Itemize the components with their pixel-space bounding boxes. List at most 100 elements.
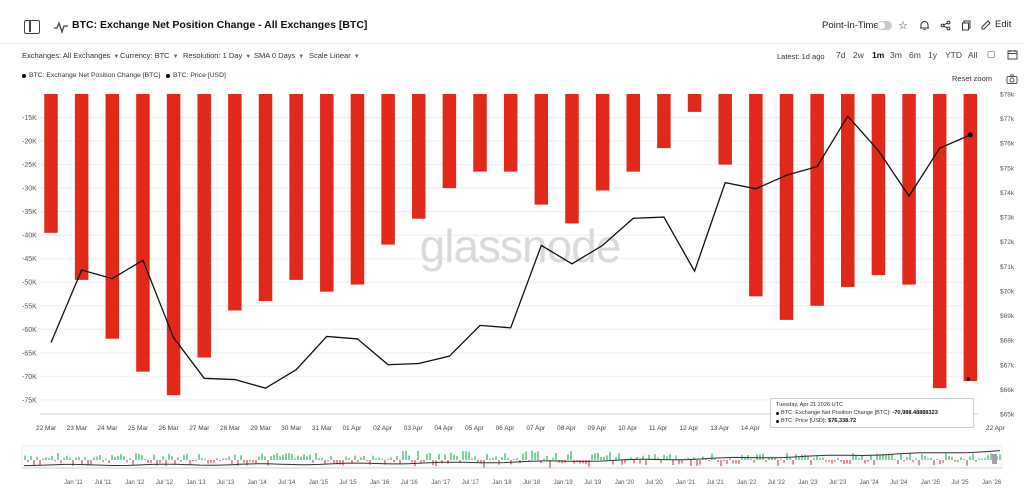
- navigator-mini-bar: [900, 453, 902, 460]
- bar-net-position: [626, 94, 641, 172]
- navigator-mini-bar: [960, 457, 962, 460]
- range-7d[interactable]: 7d: [836, 50, 846, 60]
- navigator-mini-bar: [321, 457, 323, 460]
- resolution-dropdown[interactable]: Resolution: 1 Day ▼: [183, 51, 251, 60]
- navigator-mini-bar: [999, 454, 1001, 460]
- navigator-mini-bar: [84, 456, 86, 460]
- star-icon[interactable]: ☆: [898, 19, 908, 32]
- legend-item-net-position[interactable]: BTC: Exchange Net Position Change [BTC]: [22, 72, 160, 79]
- legend-item-price[interactable]: BTC: Price [USD]: [166, 72, 226, 79]
- range-1y[interactable]: 1y: [928, 50, 937, 60]
- sma-dropdown[interactable]: SMA 0 Days ▼: [254, 51, 304, 60]
- navigator-mini-bar: [969, 456, 971, 460]
- exchanges-dropdown[interactable]: Exchanges: All Exchanges ▼: [22, 51, 119, 60]
- navigator-mini-bar: [945, 453, 947, 460]
- navigator-tick-label: Jan '19: [554, 480, 574, 486]
- bar-net-position: [442, 94, 457, 189]
- navigator-mini-bar: [234, 454, 236, 460]
- bell-icon[interactable]: [915, 16, 933, 34]
- navigator-mini-bar: [975, 460, 977, 462]
- navigator-mini-bar: [567, 454, 569, 460]
- edit-button[interactable]: Edit: [981, 19, 1011, 30]
- navigator-mini-bar: [396, 456, 398, 460]
- range-all[interactable]: All: [968, 50, 978, 60]
- range-1m[interactable]: 1m: [872, 50, 885, 60]
- share-icon[interactable]: [936, 16, 954, 34]
- navigator-mini-bar: [249, 460, 251, 462]
- navigator-mini-bar: [489, 458, 491, 460]
- bar-net-position: [289, 94, 303, 280]
- zoom-select-icon[interactable]: ▢: [986, 49, 996, 59]
- y-left-tick-label: -50K: [22, 280, 37, 287]
- navigator-mini-bar: [426, 453, 428, 460]
- navigator-mini-bar: [213, 460, 215, 463]
- navigator-mini-bar: [876, 453, 878, 460]
- navigator-tick-label: Jan '13: [186, 480, 206, 486]
- navigator-mini-bar: [636, 457, 638, 460]
- pencil-icon: [981, 19, 991, 29]
- navigator-mini-bar: [912, 460, 914, 463]
- chevron-down-icon: ▼: [298, 54, 305, 60]
- navigator-mini-bar: [165, 460, 167, 466]
- navigator-tick-label: Jan '20: [615, 480, 635, 486]
- y-right-tick-label: $73k: [1000, 215, 1015, 222]
- x-tick-label: 24 Mar: [97, 425, 118, 432]
- scale-dropdown[interactable]: Scale Linear ▼: [309, 51, 360, 60]
- navigator-mini-bar: [216, 458, 218, 460]
- point-in-time-toggle[interactable]: [877, 21, 892, 30]
- navigator-mini-bar: [717, 460, 719, 462]
- main-chart[interactable]: -15K -20K -25K -30K -35K -40K -45K -50K -55K -60K…: [0, 84, 1024, 436]
- navigator-mini-bar: [129, 458, 131, 460]
- navigator-mini-bar: [141, 455, 143, 460]
- navigator-mini-bar: [840, 460, 842, 462]
- tooltip-date: Tuesday, Apr 21 2026 UTC: [776, 402, 844, 408]
- navigator-mini-bar: [603, 456, 605, 460]
- camera-icon[interactable]: [1006, 74, 1018, 84]
- x-tick-label: 31 Mar: [312, 425, 333, 432]
- navigator-mini-bar: [963, 458, 965, 460]
- navigator-tick-label: Jan '16: [370, 480, 390, 486]
- currency-dropdown-label: Currency: BTC: [120, 51, 170, 60]
- navigator-tick-label: Jul '19: [584, 480, 602, 486]
- sidebar-toggle-icon[interactable]: [24, 20, 40, 34]
- navigator-mini-bar: [252, 460, 254, 463]
- navigator-mini-bar: [621, 460, 623, 465]
- reset-zoom-button[interactable]: Reset zoom: [952, 74, 993, 83]
- navigator-mini-bar: [600, 456, 602, 460]
- range-2w[interactable]: 2w: [853, 50, 864, 60]
- y-left-tick-label: -55K: [22, 303, 37, 310]
- resolution-dropdown-label: Resolution: 1 Day: [183, 51, 243, 60]
- navigator-mini-bar: [522, 453, 524, 460]
- calendar-icon[interactable]: [1006, 49, 1018, 61]
- navigator-mini-bar: [690, 460, 692, 466]
- navigator-mini-bar: [117, 456, 119, 460]
- copy-icon[interactable]: [957, 16, 975, 34]
- navigator-mini-bar: [261, 453, 263, 460]
- navigator-mini-bar: [834, 460, 836, 462]
- y-right-tick-label: $77k: [1000, 116, 1015, 123]
- navigator-mini-bar: [801, 454, 803, 460]
- navigator-mini-bar: [339, 460, 341, 465]
- navigator-tick-label: Jan '24: [860, 480, 880, 486]
- navigator-mini-bar: [408, 455, 410, 460]
- navigator-mini-bar: [276, 453, 278, 460]
- range-6m[interactable]: 6m: [909, 50, 921, 60]
- navigator-mini-bar: [735, 460, 737, 464]
- navigator-mini-bar: [168, 453, 170, 460]
- navigator-mini-bar: [798, 457, 800, 460]
- currency-dropdown[interactable]: Currency: BTC ▼: [120, 51, 179, 60]
- navigator-mini-bar: [150, 460, 152, 463]
- range-ytd[interactable]: YTD: [945, 50, 962, 60]
- y-right-tick-label: $65k: [1000, 412, 1015, 419]
- navigator-mini-bar: [399, 460, 401, 465]
- y-left-tick-label: -20K: [22, 139, 37, 146]
- tooltip-label-price: BTC: Price [USD]:: [781, 418, 827, 424]
- tooltip-dot: [776, 419, 779, 423]
- navigator-mini-bar: [588, 460, 590, 467]
- navigator-mini-bar: [648, 454, 650, 460]
- y-left-tick-label: -15K: [22, 115, 37, 122]
- navigator-mini-bar: [147, 460, 149, 463]
- range-3m[interactable]: 3m: [890, 50, 902, 60]
- range-navigator[interactable]: Jan '11 Jul '11 Jan '12 Jul '12 Jan '13 Jul '…: [0, 438, 1024, 496]
- navigator-mini-bar: [924, 455, 926, 460]
